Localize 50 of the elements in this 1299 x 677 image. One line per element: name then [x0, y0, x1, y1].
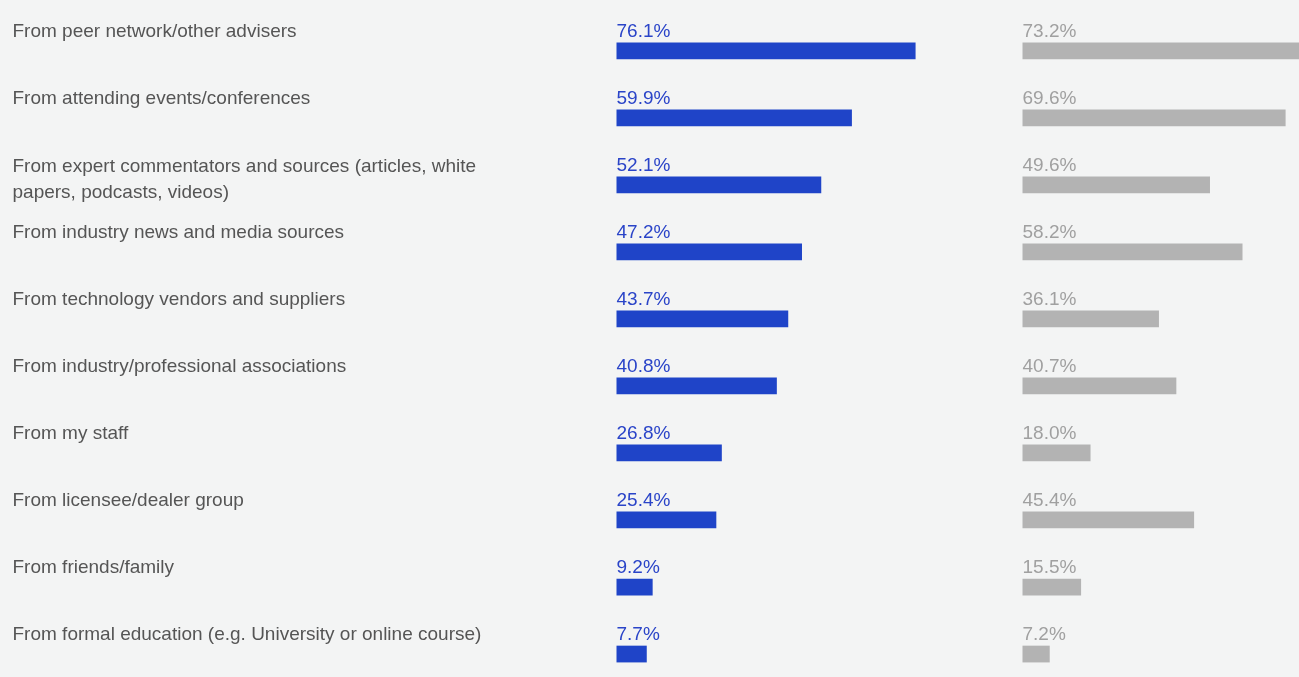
data-label: 52.1% — [616, 154, 671, 176]
y-tick-label: From technology vendors and suppliers — [12, 288, 346, 310]
y-tick-label: From peer network/other advisers — [12, 20, 297, 42]
y-tick-label: From my staff — [12, 422, 129, 444]
bar — [1022, 243, 1243, 261]
bar — [1022, 444, 1091, 462]
data-label: 18.0% — [1022, 422, 1077, 444]
bar — [1022, 310, 1159, 328]
bar — [616, 109, 852, 127]
y-tick-label: From formal education (e.g. University or online course) — [12, 623, 482, 645]
y-tick-label: From industry news and media sources — [12, 221, 345, 243]
y-tick-label: From expert commentators and sources (articles, white papers, podcasts, videos) — [12, 155, 477, 202]
data-label: 73.2% — [1022, 20, 1077, 42]
data-label: 40.7% — [1022, 355, 1077, 377]
data-label: 43.7% — [616, 288, 671, 310]
data-label: 58.2% — [1022, 221, 1077, 243]
bar — [1022, 176, 1210, 194]
data-label: 69.6% — [1022, 87, 1077, 109]
data-label: 36.1% — [1022, 288, 1077, 310]
bar — [616, 578, 653, 596]
data-label: 9.2% — [616, 556, 660, 578]
data-label: 49.6% — [1022, 154, 1077, 176]
data-label: 26.8% — [616, 422, 671, 444]
bar — [1022, 109, 1286, 127]
data-label: 59.9% — [616, 87, 671, 109]
bar — [616, 310, 789, 328]
y-tick-label: From industry/professional associations — [12, 355, 347, 377]
data-label: 40.8% — [616, 355, 671, 377]
bar — [616, 377, 777, 395]
data-label: 76.1% — [616, 20, 671, 42]
bar — [1022, 511, 1195, 529]
bar — [1022, 578, 1082, 596]
data-label: 7.2% — [1022, 623, 1066, 645]
y-tick-label: From attending events/conferences — [12, 87, 311, 109]
data-label: 15.5% — [1022, 556, 1077, 578]
bar — [1022, 645, 1050, 663]
data-label: 25.4% — [616, 489, 671, 511]
bar — [616, 444, 722, 462]
bar — [616, 176, 822, 194]
bar — [616, 511, 717, 529]
bar — [616, 42, 916, 60]
y-tick-label: From licensee/dealer group — [12, 489, 244, 511]
bar — [1022, 377, 1177, 395]
y-tick-label: From friends/family — [12, 556, 175, 578]
bar — [1022, 42, 1299, 60]
data-label: 45.4% — [1022, 489, 1077, 511]
bar — [616, 243, 802, 261]
data-label: 7.7% — [616, 623, 660, 645]
data-label: 47.2% — [616, 221, 671, 243]
bar — [616, 645, 647, 663]
